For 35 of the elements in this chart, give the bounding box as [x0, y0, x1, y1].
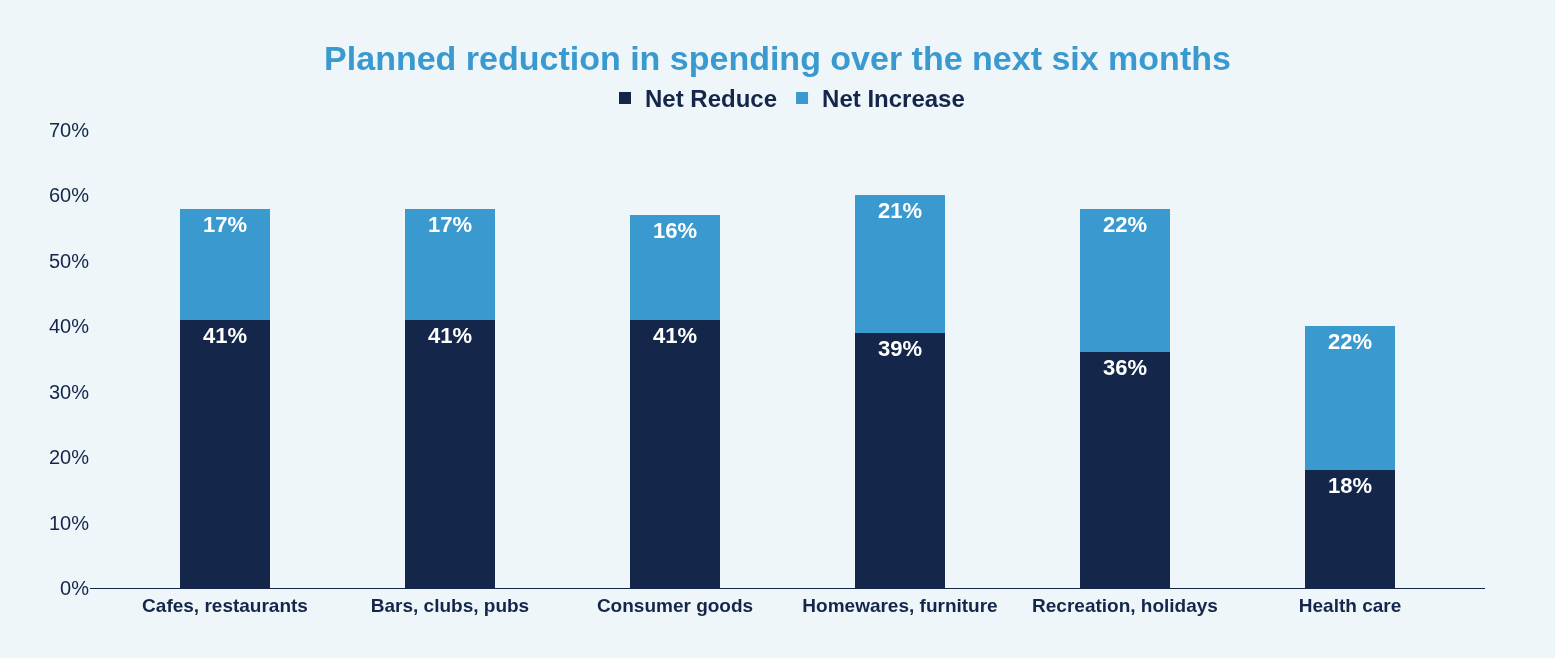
data-label: 16% — [652, 218, 698, 244]
bar — [180, 208, 270, 320]
x-tick-label: Health care — [1298, 594, 1402, 616]
data-label: 41% — [202, 322, 248, 348]
data-label: 21% — [877, 198, 923, 224]
x-tick-label: Cafes, restaurants — [142, 594, 308, 616]
chart-title: Planned reduction in spending over the next six months — [324, 38, 1231, 77]
y-tick-label: 20% — [48, 446, 90, 469]
bar — [630, 215, 720, 320]
data-label: 18% — [1327, 473, 1373, 499]
x-tick-label: Bars, clubs, pubs — [370, 594, 530, 616]
x-tick-label: Consumer goods — [596, 594, 754, 616]
data-label: 36% — [1102, 355, 1148, 381]
legend-label: Net Reduce — [645, 85, 778, 113]
y-tick-label: 0% — [60, 577, 90, 599]
bar — [855, 195, 945, 333]
y-tick-label: 70% — [48, 119, 90, 141]
bar — [1305, 326, 1395, 471]
y-tick-label: 30% — [48, 380, 90, 403]
y-tick-label: 60% — [48, 184, 90, 207]
legend-label: Net Increase — [822, 85, 965, 113]
data-label: 41% — [652, 322, 698, 348]
bar — [1080, 208, 1170, 353]
data-label: 17% — [427, 211, 473, 237]
y-tick-label: 10% — [48, 511, 90, 534]
data-label: 22% — [1327, 329, 1373, 355]
x-tick-label: Homewares, furniture — [802, 594, 998, 616]
data-label: 22% — [1102, 211, 1148, 237]
y-tick-label: 40% — [48, 315, 90, 338]
data-label: 41% — [427, 322, 473, 348]
x-tick-label: Recreation, holidays — [1032, 594, 1218, 616]
data-label: 39% — [877, 335, 923, 361]
data-label: 17% — [202, 211, 248, 237]
y-tick-label: 50% — [48, 249, 90, 272]
bar — [405, 208, 495, 320]
